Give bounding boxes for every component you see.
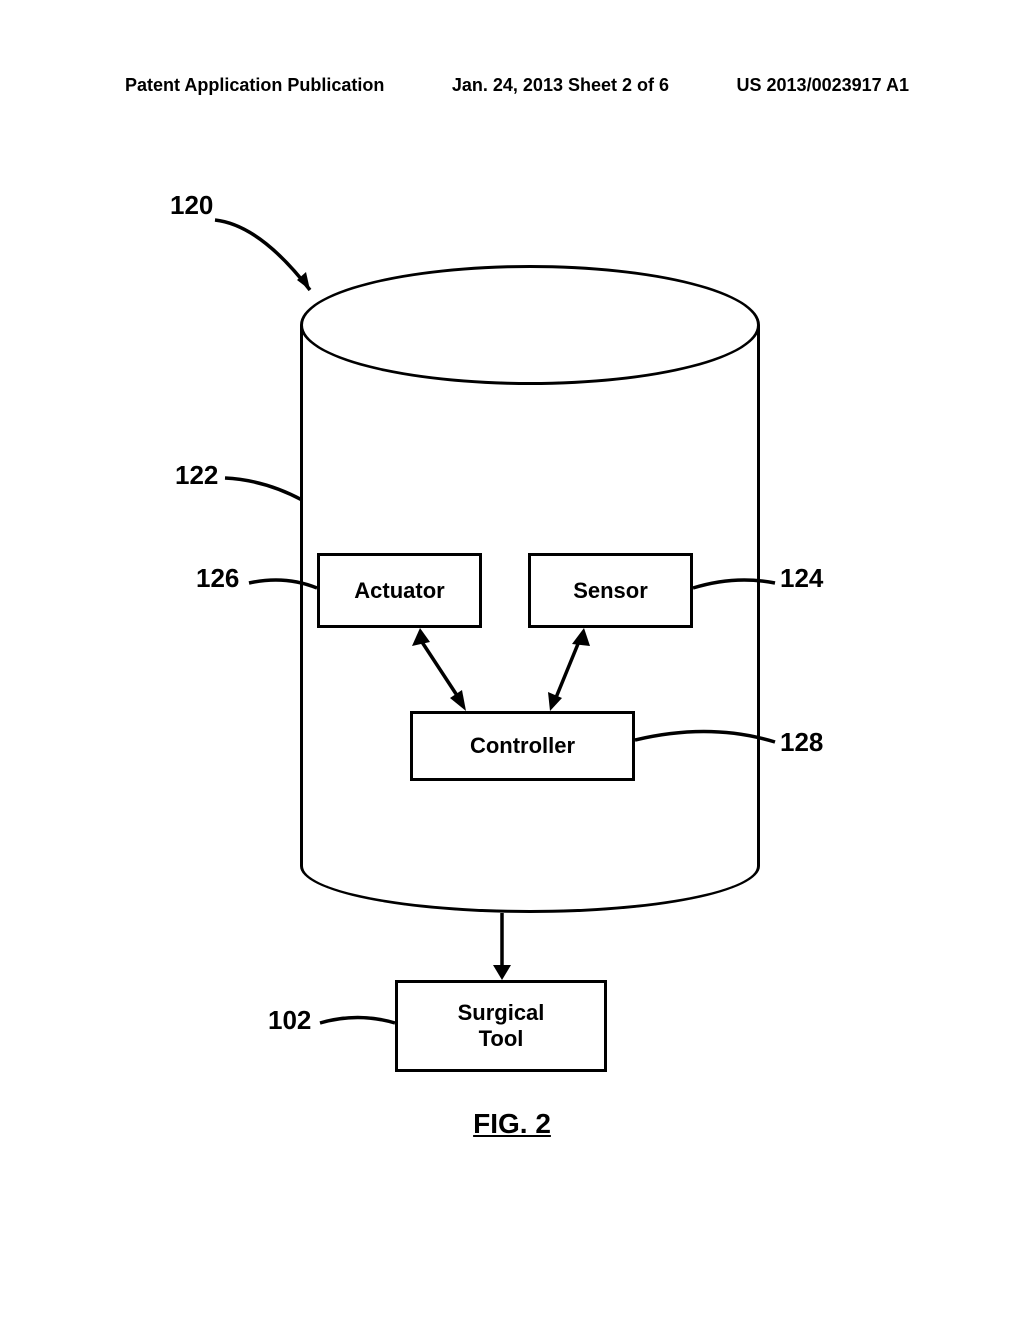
header-center: Jan. 24, 2013 Sheet 2 of 6 [452,75,669,96]
header-left: Patent Application Publication [125,75,384,96]
leader-lines [0,180,1024,1180]
header-right: US 2013/0023917 A1 [737,75,909,96]
patent-header: Patent Application Publication Jan. 24, … [0,75,1024,96]
diagram: Actuator Sensor Controller Surgical Tool… [0,180,1024,1180]
